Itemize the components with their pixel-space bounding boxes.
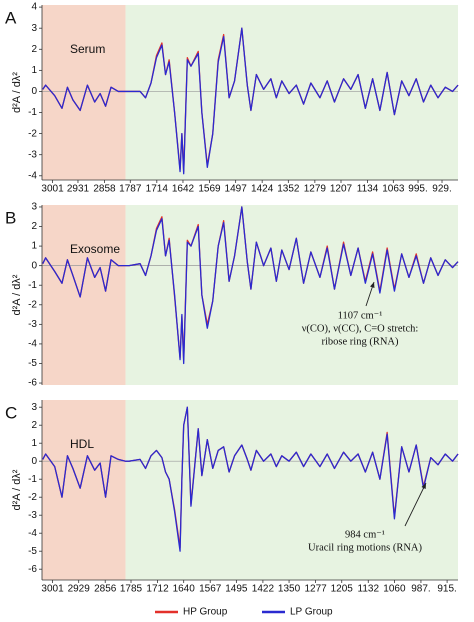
x-tick-label: 1063 <box>382 184 405 195</box>
y-tick-label: 0 <box>31 86 37 97</box>
x-tick-label: 1497 <box>225 184 248 195</box>
y-tick-label: -5 <box>28 358 37 369</box>
x-tick-label: 1787 <box>119 184 142 195</box>
y-tick-label: -1 <box>28 107 37 118</box>
x-tick-label: 2931 <box>67 184 90 195</box>
annotation: ribose ring (RNA) <box>322 336 399 347</box>
x-tick-label: 1277 <box>304 584 327 595</box>
y-tick-label: 0 <box>31 260 37 271</box>
y-tick-label: 0 <box>31 456 37 467</box>
x-tick-label: 3001 <box>41 584 64 595</box>
y-tick-label: 3 <box>31 402 37 413</box>
y-tick-label: -6 <box>28 378 37 389</box>
annotation-arrow <box>404 482 427 527</box>
x-tick-label: 3001 <box>41 184 64 195</box>
arrow-head <box>421 483 426 489</box>
x-tick-label: 1422 <box>252 584 275 595</box>
y-tick-label: 1 <box>31 241 37 252</box>
shaded-region <box>125 5 458 180</box>
x-tick-label: 1279 <box>304 184 327 195</box>
shaded-region <box>125 205 458 385</box>
x-tick-label: 1640 <box>173 584 196 595</box>
x-tick-label: 1569 <box>198 184 221 195</box>
x-tick-label: 929. <box>432 184 451 195</box>
x-tick-label: 1712 <box>146 584 169 595</box>
x-tick-label: 1642 <box>172 184 195 195</box>
y-tick-label: 2 <box>31 44 37 55</box>
x-tick-label: 1207 <box>330 184 353 195</box>
y-tick-label: -3 <box>28 510 37 521</box>
y-tick-label: 2 <box>31 420 37 431</box>
x-tick-label: 2929 <box>68 584 91 595</box>
y-tick-label: 4 <box>31 2 37 13</box>
x-tick-label: 1785 <box>120 584 143 595</box>
y-tick-label: 3 <box>31 23 37 34</box>
x-tick-label: 2856 <box>94 584 117 595</box>
annotation: 1107 cm⁻¹ <box>338 310 383 321</box>
x-tick-label: 915. <box>437 584 456 595</box>
y-tick-label: 1 <box>31 438 37 449</box>
panel-letter: A <box>5 8 17 27</box>
x-tick-label: 1350 <box>278 584 301 595</box>
x-tick-label: 995. <box>408 184 427 195</box>
y-tick-label: -2 <box>28 299 37 310</box>
annotation: ν(CO), ν(CC), C=O stretch: <box>302 323 419 334</box>
y-tick-label: -4 <box>28 170 37 181</box>
spectrum-line <box>42 206 459 365</box>
y-tick-label: 3 <box>31 202 37 213</box>
y-tick-label: -6 <box>28 564 37 575</box>
x-tick-label: 1495 <box>225 584 248 595</box>
legend-label: LP Group <box>290 607 333 618</box>
arrow-head <box>370 282 375 288</box>
x-tick-label: 1352 <box>277 184 300 195</box>
shaded-region <box>42 205 126 385</box>
y-tick-label: -3 <box>28 149 37 160</box>
x-tick-label: 1424 <box>251 184 274 195</box>
panel-title: Exosome <box>70 242 120 256</box>
panel-title: HDL <box>70 437 94 451</box>
y-tick-label: -4 <box>28 528 37 539</box>
spectrum-line <box>42 406 459 552</box>
y-axis-label: d²A / dλ² <box>11 72 23 113</box>
legend-label: HP Group <box>183 607 228 618</box>
x-tick-label: 1060 <box>383 584 406 595</box>
y-axis-label: d²A / dλ² <box>11 274 23 315</box>
annotation: 984 cm⁻¹ <box>345 529 385 540</box>
panel-title: Serum <box>70 42 105 56</box>
y-tick-label: -5 <box>28 546 37 557</box>
x-tick-label: 1132 <box>358 584 380 595</box>
panel-letter: C <box>5 403 17 422</box>
shaded-region <box>42 400 126 580</box>
x-tick-label: 987. <box>411 584 430 595</box>
annotation: Uracil ring motions (RNA) <box>308 542 423 553</box>
x-tick-label: 1134 <box>357 184 379 195</box>
y-tick-label: -2 <box>28 492 37 503</box>
y-tick-label: -2 <box>28 128 37 139</box>
shaded-region <box>42 5 126 180</box>
y-tick-label: 1 <box>31 65 37 76</box>
x-tick-label: 2858 <box>93 184 116 195</box>
y-tick-label: -3 <box>28 319 37 330</box>
x-tick-label: 1205 <box>331 584 354 595</box>
y-tick-label: -1 <box>28 280 37 291</box>
x-tick-label: 1567 <box>199 584 222 595</box>
y-axis-label: d²A / dλ² <box>11 469 23 510</box>
y-tick-label: 2 <box>31 221 37 232</box>
y-tick-label: -1 <box>28 474 37 485</box>
y-tick-label: -4 <box>28 339 37 350</box>
x-tick-label: 1714 <box>146 184 169 195</box>
spectrum-line <box>42 27 459 175</box>
panel-letter: B <box>5 208 16 227</box>
